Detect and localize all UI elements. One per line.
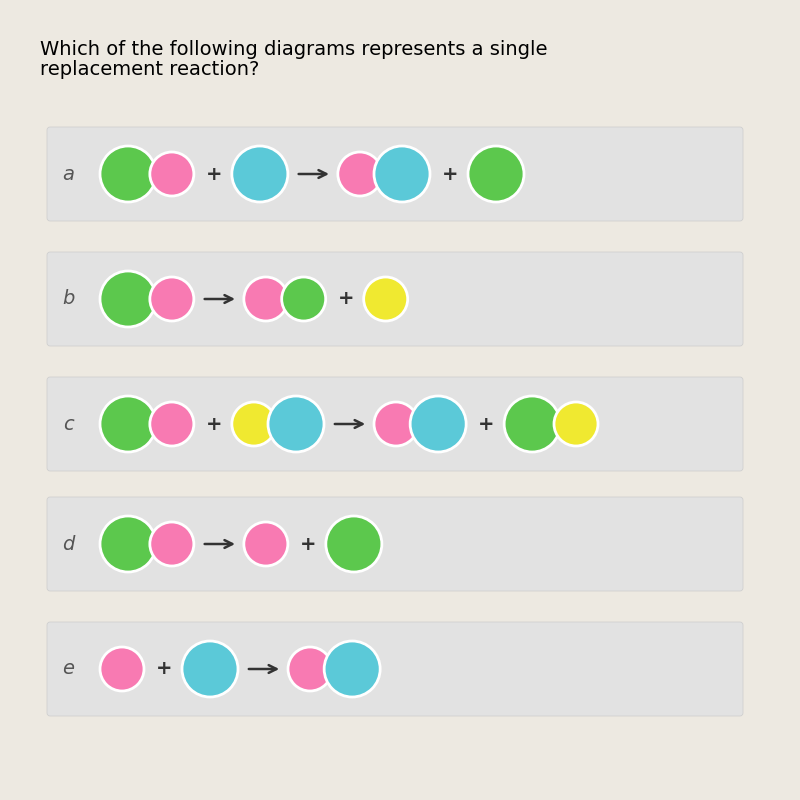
- Circle shape: [410, 396, 466, 452]
- Text: replacement reaction?: replacement reaction?: [40, 60, 259, 79]
- FancyBboxPatch shape: [47, 622, 743, 716]
- Circle shape: [282, 277, 326, 321]
- Circle shape: [504, 396, 560, 452]
- Circle shape: [468, 146, 524, 202]
- Circle shape: [244, 522, 288, 566]
- FancyBboxPatch shape: [47, 377, 743, 471]
- Text: +: +: [156, 659, 172, 678]
- Circle shape: [100, 516, 156, 572]
- Text: +: +: [206, 414, 222, 434]
- Text: Which of the following diagrams represents a single: Which of the following diagrams represen…: [40, 40, 547, 59]
- Circle shape: [232, 146, 288, 202]
- Text: a: a: [62, 165, 74, 183]
- Circle shape: [100, 647, 144, 691]
- Text: d: d: [62, 534, 74, 554]
- FancyBboxPatch shape: [47, 252, 743, 346]
- Circle shape: [100, 271, 156, 327]
- Circle shape: [150, 522, 194, 566]
- Circle shape: [374, 146, 430, 202]
- Circle shape: [374, 402, 418, 446]
- Circle shape: [182, 641, 238, 697]
- Circle shape: [554, 402, 598, 446]
- Circle shape: [324, 641, 380, 697]
- Circle shape: [326, 516, 382, 572]
- Text: +: +: [442, 165, 458, 183]
- Circle shape: [232, 402, 276, 446]
- Circle shape: [100, 396, 156, 452]
- Circle shape: [268, 396, 324, 452]
- Text: +: +: [299, 534, 316, 554]
- Text: b: b: [62, 290, 74, 309]
- Text: e: e: [62, 659, 74, 678]
- Circle shape: [364, 277, 408, 321]
- Text: +: +: [206, 165, 222, 183]
- Text: +: +: [338, 290, 354, 309]
- Circle shape: [100, 146, 156, 202]
- Circle shape: [150, 152, 194, 196]
- Circle shape: [150, 402, 194, 446]
- Text: +: +: [478, 414, 494, 434]
- Circle shape: [150, 277, 194, 321]
- Circle shape: [338, 152, 382, 196]
- FancyBboxPatch shape: [47, 497, 743, 591]
- Circle shape: [288, 647, 332, 691]
- FancyBboxPatch shape: [47, 127, 743, 221]
- Circle shape: [244, 277, 288, 321]
- Text: c: c: [62, 414, 74, 434]
